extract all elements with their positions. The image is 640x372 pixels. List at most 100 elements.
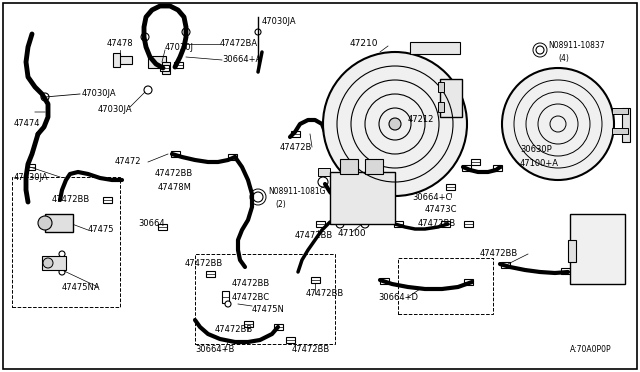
Text: 47472BB: 47472BB [232,279,270,289]
Circle shape [59,251,65,257]
Bar [440,221,449,227]
Bar [394,221,403,227]
Text: 47474: 47474 [14,119,40,128]
Bar [12,177,120,307]
Text: 30630P: 30630P [520,145,552,154]
Circle shape [323,52,467,196]
Bar [470,159,479,165]
Bar [410,42,460,54]
Circle shape [144,86,152,94]
Bar [285,337,294,343]
Bar [26,164,35,170]
Bar [493,165,502,171]
Text: A:70A0P0P: A:70A0P0P [570,346,612,355]
Bar [380,278,388,284]
Bar [221,291,228,303]
Bar [330,172,395,224]
Bar [622,108,630,142]
Circle shape [38,216,52,230]
Text: 47212: 47212 [408,115,435,125]
Text: 47100: 47100 [338,230,366,238]
Text: (2): (2) [275,199,285,208]
Text: 47472BB: 47472BB [306,289,344,298]
Bar [118,56,132,64]
Bar [195,254,335,344]
Text: 47030JA: 47030JA [98,106,132,115]
Bar [42,256,66,270]
Text: 30664: 30664 [138,219,164,228]
Circle shape [225,301,231,307]
Text: 47475: 47475 [88,225,115,234]
Text: 47472BA: 47472BA [220,39,258,48]
Text: 47472B: 47472B [280,142,312,151]
Bar [438,102,444,112]
Text: 47478M: 47478M [158,183,192,192]
Bar [438,82,444,92]
Text: (4): (4) [558,54,569,62]
Bar [159,65,168,71]
Text: 47472BB: 47472BB [52,196,90,205]
Bar [318,168,330,176]
Bar [340,159,358,174]
Bar [102,197,111,203]
Text: 47472BC: 47472BC [232,294,270,302]
Text: 47472BB: 47472BB [215,326,253,334]
Text: 47475NA: 47475NA [62,282,100,292]
Bar [561,268,570,274]
Text: 47478: 47478 [107,39,133,48]
Bar [461,165,470,171]
Circle shape [536,46,544,54]
Text: 47100+A: 47100+A [520,160,559,169]
Text: 47473C: 47473C [425,205,458,215]
Bar [316,221,324,227]
Circle shape [182,28,190,36]
Text: 30664+B: 30664+B [195,346,234,355]
Text: 30664+A: 30664+A [222,55,261,64]
Text: 47472BB: 47472BB [480,250,518,259]
Text: N08911-10837: N08911-10837 [548,42,605,51]
Bar [243,321,253,327]
Circle shape [59,269,65,275]
Bar [463,279,472,285]
Circle shape [361,220,369,228]
Bar [45,214,73,232]
Bar [568,240,576,262]
Bar [273,324,282,330]
Text: 47472BB: 47472BB [295,231,333,241]
Text: 47030J: 47030J [165,44,194,52]
Text: 47475N: 47475N [252,305,285,314]
Circle shape [43,258,53,268]
Bar [612,108,628,114]
Text: 30664+D: 30664+D [378,292,418,301]
Bar [148,56,166,68]
Text: 47472: 47472 [115,157,141,167]
Text: 30664+C: 30664+C [412,192,451,202]
Bar [612,128,628,134]
Bar [310,277,319,283]
Text: 47030JA: 47030JA [262,17,296,26]
Circle shape [41,93,49,101]
Bar [170,151,179,157]
Text: 47472BB: 47472BB [292,346,330,355]
Bar [162,62,170,74]
Bar [445,184,454,190]
Bar [440,79,462,117]
Text: 47472BB: 47472BB [185,260,223,269]
Circle shape [336,220,344,228]
Text: 47472BB: 47472BB [155,170,193,179]
Text: 47030JA: 47030JA [14,173,49,182]
Text: 47030JA: 47030JA [82,90,116,99]
Circle shape [255,29,261,35]
Bar [500,262,509,268]
Bar [365,159,383,174]
Bar [173,62,182,68]
Bar [157,224,166,230]
Circle shape [318,177,328,187]
Text: 47472BB: 47472BB [418,219,456,228]
Bar [205,271,214,277]
Circle shape [253,192,263,202]
Text: 47210: 47210 [350,39,378,48]
Bar [227,154,237,160]
Bar [113,53,120,67]
Text: N08911-1081G: N08911-1081G [268,187,326,196]
